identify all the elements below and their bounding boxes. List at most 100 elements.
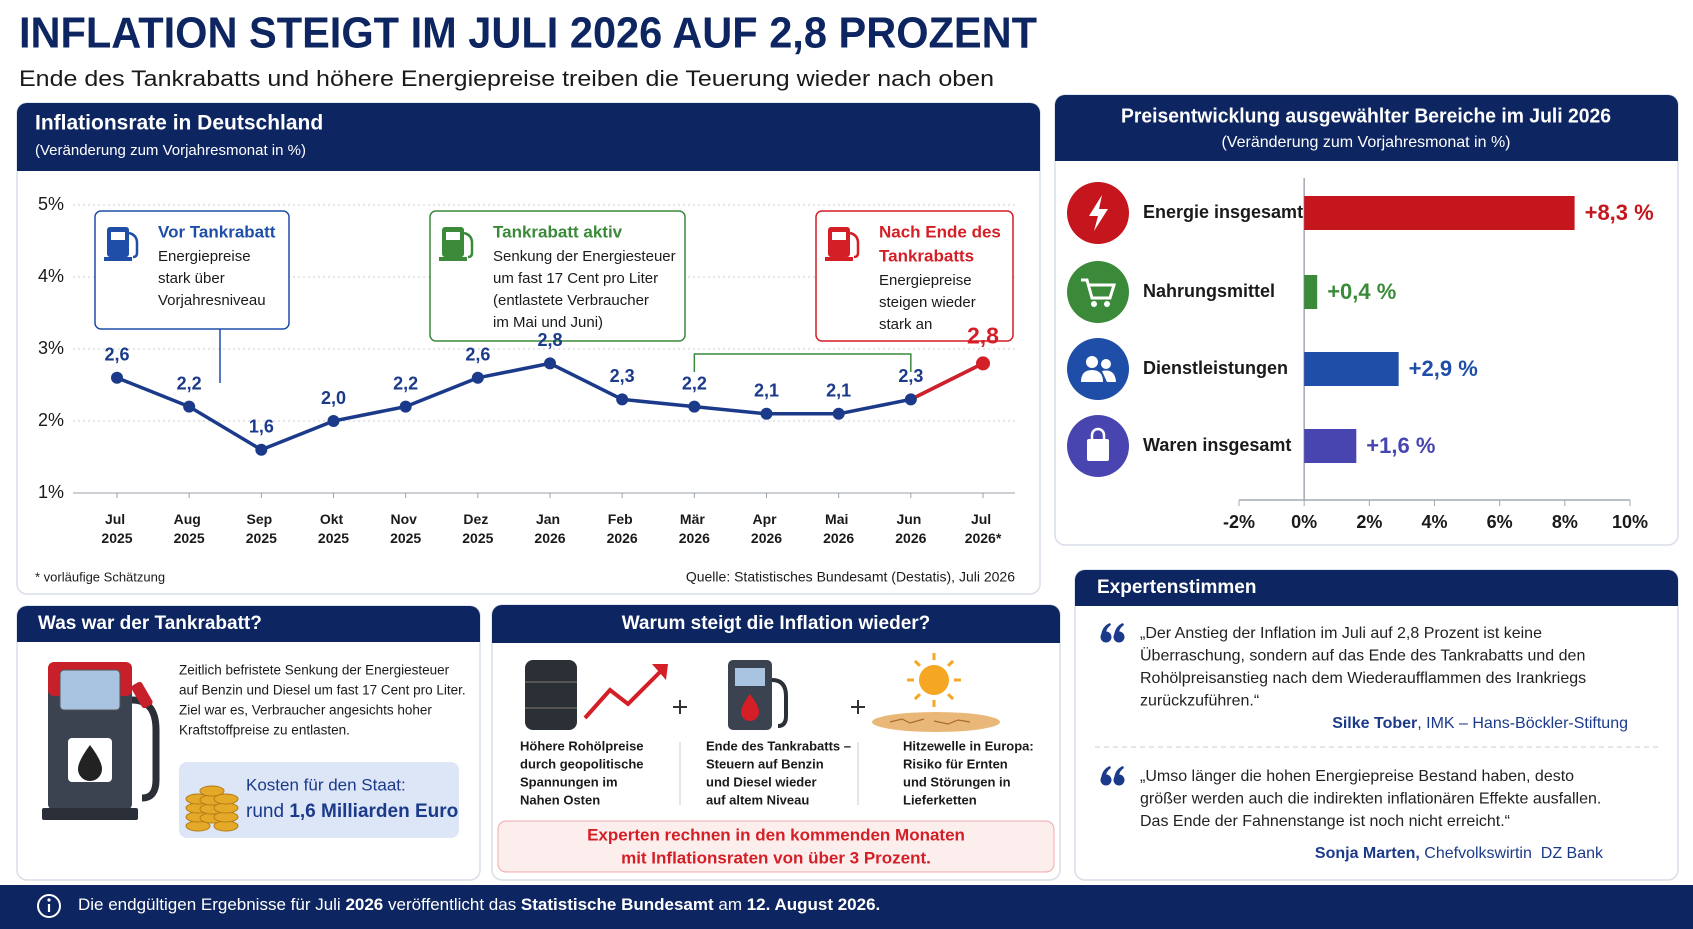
icon-cart-wheel bbox=[1104, 301, 1110, 307]
data-point bbox=[327, 415, 340, 427]
x-tick-label-line: Dez bbox=[463, 511, 492, 527]
line-panel-header-base bbox=[17, 159, 1040, 171]
annotation-text: stark über bbox=[158, 270, 225, 287]
value-label: +0,4 % bbox=[1327, 279, 1396, 304]
text-run: Die endgültigen Ergebnisse für Juli bbox=[78, 895, 345, 914]
section-title: Warum steigt die Inflation wieder? bbox=[622, 613, 931, 634]
data-point bbox=[616, 393, 629, 406]
section-title: Was war der Tankrabatt? bbox=[38, 613, 262, 634]
x-tick-label: -2% bbox=[1223, 512, 1255, 532]
section-text: Ziel war es, Verbraucher angesichts hohe… bbox=[179, 703, 432, 718]
x-tick-label-line: Nov bbox=[390, 511, 420, 527]
x-tick-label: 0% bbox=[1291, 512, 1317, 532]
text-run: am bbox=[714, 895, 747, 914]
y-tick-label: 4% bbox=[38, 266, 64, 286]
data-point bbox=[111, 371, 123, 384]
annotation-text: Senkung der Energiesteuer bbox=[493, 248, 676, 265]
icon-bag bbox=[1087, 439, 1109, 461]
bar-panel-header-base bbox=[1055, 149, 1678, 161]
x-tick-label-line: 2025 bbox=[462, 530, 493, 546]
pump-icon-hose bbox=[128, 231, 139, 259]
x-tick-label: Apr 2026 bbox=[751, 511, 782, 546]
x-tick-label-line: 2026 bbox=[534, 530, 565, 546]
chart-subtitle: (Veränderung zum Vorjahresmonat in %) bbox=[35, 142, 306, 159]
x-tick-label: Jul 2025 bbox=[101, 511, 132, 546]
reason-text: Ende des Tankrabatts – bbox=[706, 738, 851, 753]
pump-drop bbox=[78, 745, 102, 781]
x-tick-label: Feb 2026 bbox=[607, 511, 638, 546]
data-point bbox=[399, 400, 412, 413]
quote-text: Das Ende der Fahnenstange ist noch nicht… bbox=[1140, 813, 1510, 830]
category-icon bbox=[1067, 338, 1129, 400]
reason-text: Hitzewelle in Europa: bbox=[903, 738, 1034, 753]
quote-mark-tail bbox=[1101, 766, 1111, 779]
x-tick-label-line: 2026 bbox=[823, 530, 854, 546]
cost-label: Kosten für den Staat: bbox=[246, 775, 406, 794]
conclusion-text: mit Inflationsraten von über 3 Prozent. bbox=[621, 848, 931, 867]
x-tick-label: Aug 2025 bbox=[174, 511, 205, 546]
text-run: Statistische Bundesamt bbox=[521, 895, 714, 914]
icon-person-body bbox=[1081, 370, 1116, 382]
data-point bbox=[183, 400, 196, 413]
cost-value: rund 1,6 Milliarden Euro bbox=[246, 801, 458, 822]
x-tick-label-line: 2026 bbox=[607, 530, 638, 546]
pump-icon-base bbox=[439, 257, 467, 261]
text-run: 1,6 Milliarden Euro bbox=[289, 801, 458, 822]
x-tick-label: 6% bbox=[1487, 512, 1513, 532]
category-label: Energie insgesamt bbox=[1143, 202, 1303, 222]
page-subtitle: Ende des Tankrabatts und höhere Energiep… bbox=[19, 66, 994, 91]
x-tick-label-line: 2025 bbox=[390, 530, 421, 546]
reason-text: Lieferketten bbox=[903, 792, 977, 807]
value-label: 2,6 bbox=[104, 345, 129, 365]
icon-person bbox=[1101, 359, 1111, 369]
quote-text: Rohölpreisanstieg nach dem Wiederaufflam… bbox=[1140, 670, 1586, 687]
x-tick-label: 10% bbox=[1612, 512, 1648, 532]
section-text: Kraftstoffpreise zu entlasten. bbox=[179, 723, 350, 738]
line-panel-header bbox=[17, 103, 1040, 171]
text-run: Sonja Marten, bbox=[1315, 845, 1424, 862]
info-icon-dot bbox=[47, 898, 51, 902]
quote-text: zurückzuführen.“ bbox=[1140, 693, 1259, 710]
sun-ray bbox=[913, 693, 921, 701]
x-tick-label: Okt 2025 bbox=[318, 511, 349, 546]
quote-text: Überraschung, sondern auf das Ende des T… bbox=[1140, 647, 1585, 665]
x-tick-label: Sep 2025 bbox=[246, 511, 277, 546]
pump-icon-hose bbox=[849, 231, 860, 259]
x-tick-label: Mai 2026 bbox=[823, 511, 854, 546]
x-tick-label-line: Mär bbox=[680, 511, 709, 527]
bar-panel bbox=[1054, 94, 1679, 546]
x-tick-label-line: 2025 bbox=[318, 530, 349, 546]
x-tick-label: Dez 2025 bbox=[462, 511, 493, 546]
x-tick-label-line: Jul bbox=[971, 511, 995, 527]
x-tick-label-line: 2026 bbox=[895, 530, 926, 546]
x-tick-label-line: Sep bbox=[247, 511, 277, 527]
footnote: * vorläufige Schätzung bbox=[35, 569, 165, 584]
value-label: 2,3 bbox=[610, 366, 635, 386]
value-label: 2,1 bbox=[826, 381, 851, 401]
x-tick-label-line: Okt bbox=[320, 511, 347, 527]
x-tick-label: 8% bbox=[1552, 512, 1578, 532]
text-run: rund bbox=[246, 801, 289, 822]
icon-cart bbox=[1081, 278, 1117, 300]
value-label: 2,8 bbox=[967, 322, 999, 348]
pump-icon bbox=[107, 227, 129, 257]
highlight-segment bbox=[909, 361, 985, 402]
bar bbox=[1304, 429, 1357, 463]
text-run: 12. August 2026. bbox=[747, 895, 881, 914]
value-label: 2,2 bbox=[393, 373, 418, 393]
x-tick-label-line: Jan bbox=[536, 511, 564, 527]
conclusion-box bbox=[497, 820, 1055, 873]
x-tick-label-line: Mai bbox=[825, 511, 852, 527]
x-tick-label-line: 2025 bbox=[101, 530, 132, 546]
ground-crack bbox=[889, 718, 971, 725]
data-point bbox=[255, 443, 268, 456]
value-label: 2,3 bbox=[898, 366, 923, 386]
data-point bbox=[832, 407, 845, 420]
pump-icon-screen bbox=[111, 232, 125, 240]
annotation-title: Vor Tankrabatt bbox=[158, 222, 276, 241]
y-tick-label: 3% bbox=[38, 338, 64, 358]
text-run: 2026 bbox=[345, 895, 383, 914]
pump-small-screen bbox=[735, 668, 765, 686]
annotation-text: im Mai und Juni) bbox=[493, 314, 603, 331]
pump-screen bbox=[59, 669, 121, 711]
